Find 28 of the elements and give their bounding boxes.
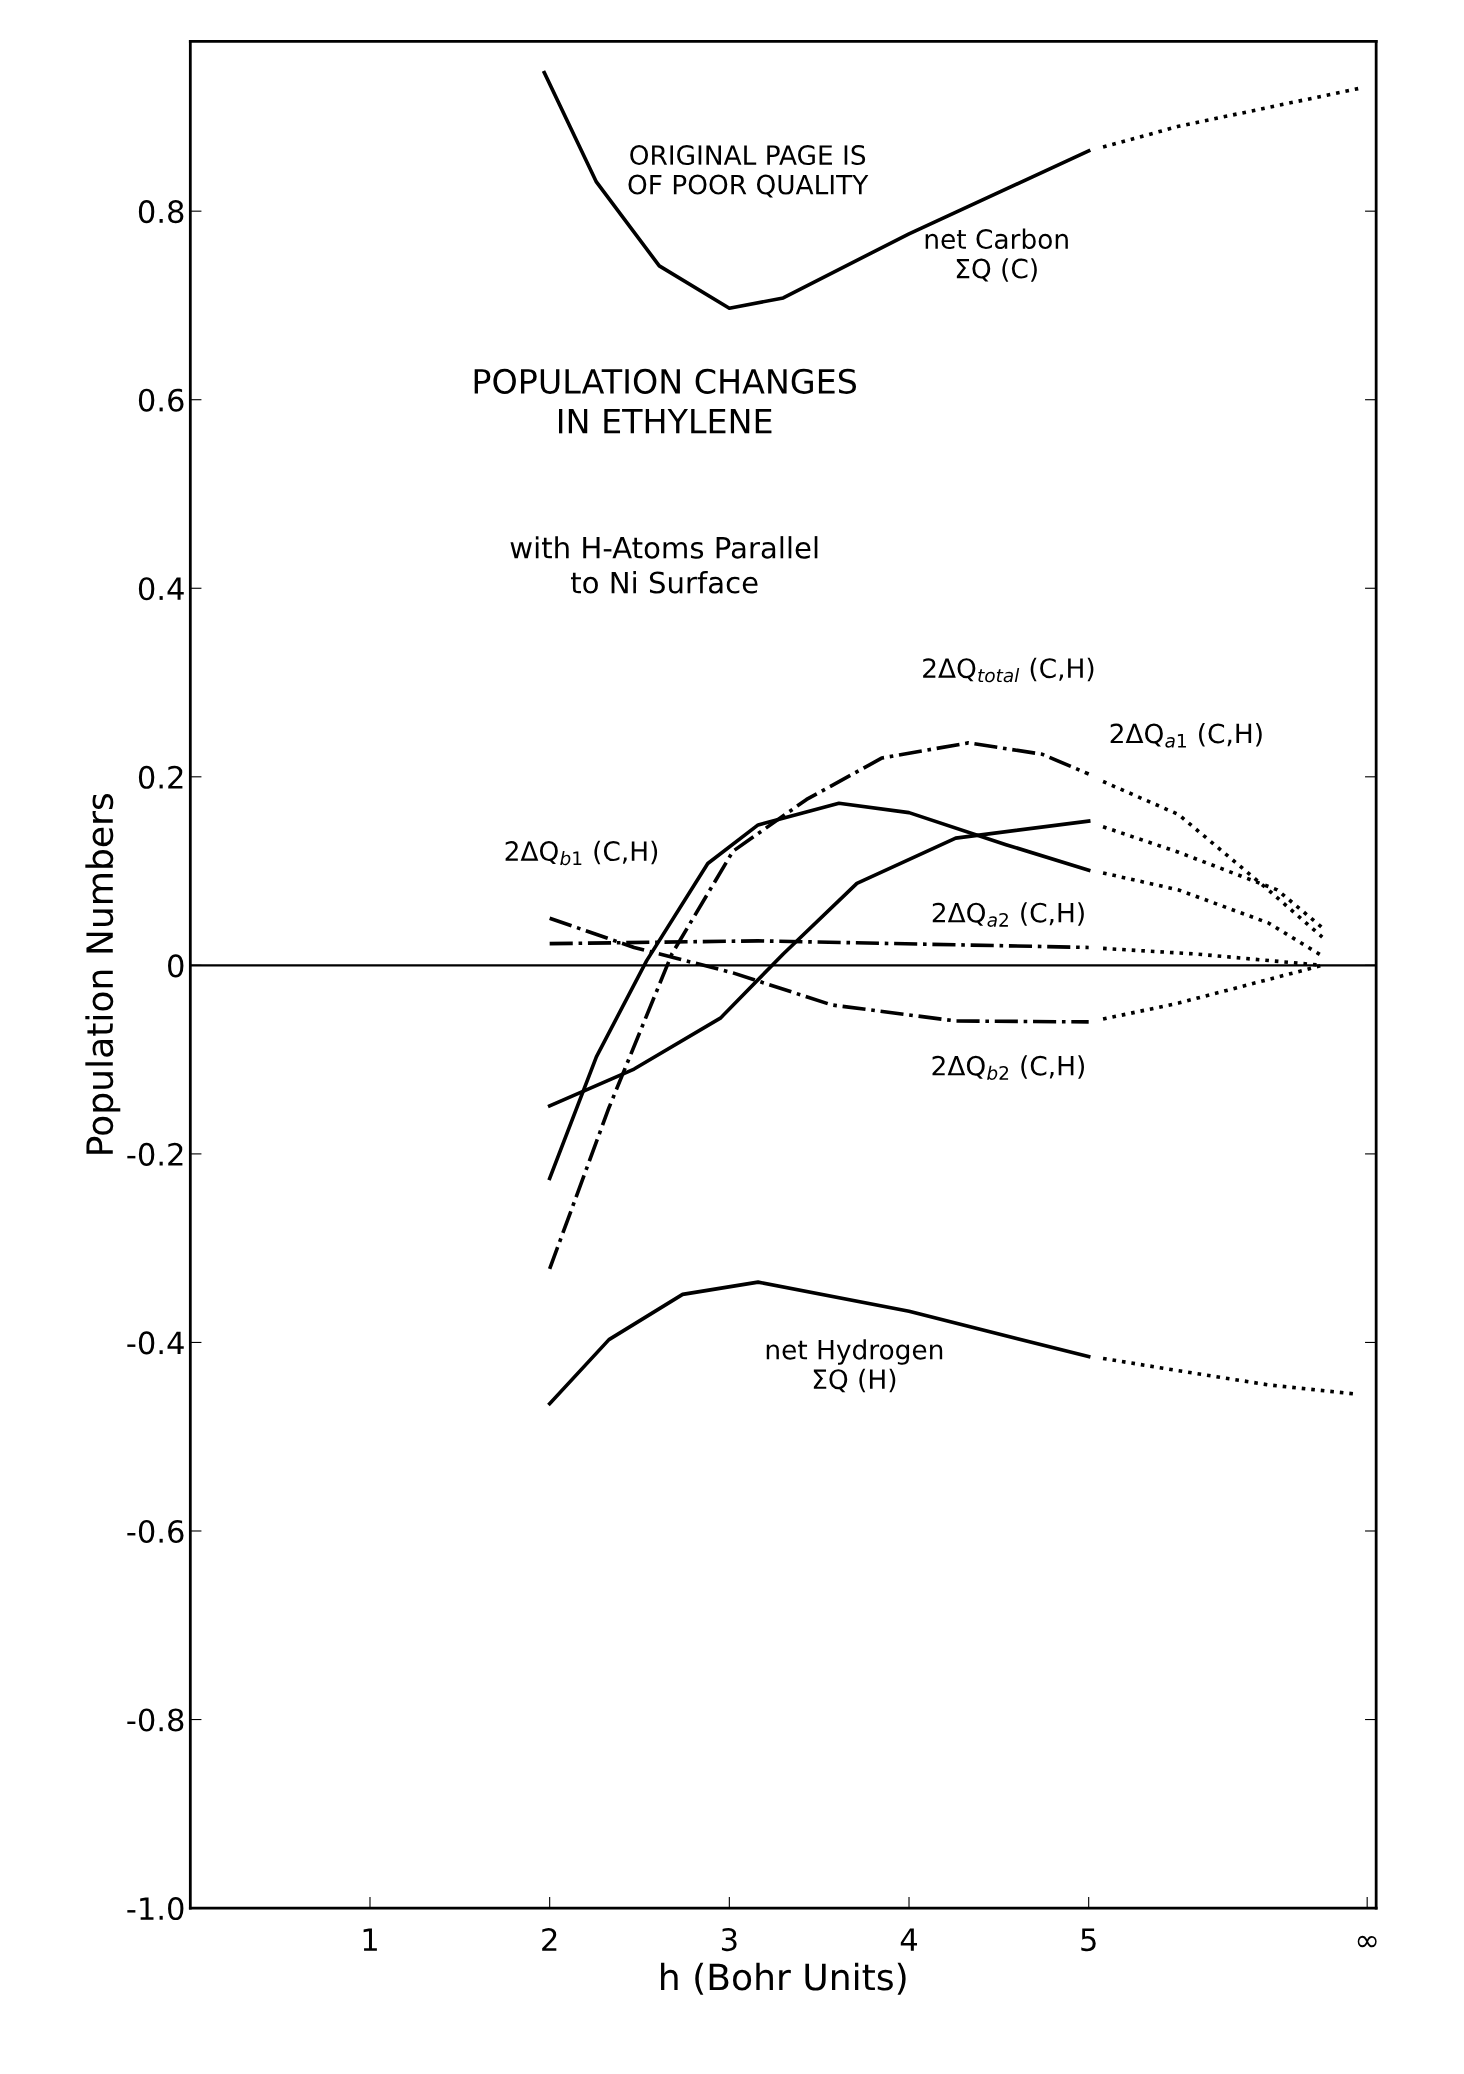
annotation: 2ΔQ$_{a1}$ (C,H) [1110, 723, 1262, 748]
annotation: 2ΔQ$_{a2}$ (C,H) [932, 902, 1084, 927]
y-tick-label: -0.4 [127, 1331, 184, 1355]
text: POPULATION CHANGES IN ETHYLENE [474, 368, 857, 434]
x-tick-label: 2 [542, 1928, 557, 1951]
y-tick-label: 0 [168, 954, 184, 978]
y-tick-label: -0.2 [127, 1142, 183, 1166]
x-tick-label: 4 [900, 1928, 918, 1951]
y-tick-label: -0.8 [127, 1708, 184, 1732]
x-tick-label: ∞ [1357, 1935, 1377, 1948]
x-axis-title: h (Bohr Units) [661, 1962, 906, 1995]
annotation: 2ΔQ$_{b2}$ (C,H) [932, 1055, 1084, 1080]
annotation: ORIGINAL PAGE IS OF POOR QUALITY [628, 145, 869, 198]
y-axis-title: Population Numbers [85, 794, 121, 1154]
y-tick-label: 0.6 [138, 388, 184, 412]
x-tick-label: 5 [1081, 1928, 1096, 1952]
y-tick-label: 0.8 [138, 200, 184, 224]
annotation: 2ΔQ$_{total}$ (C,H) [923, 657, 1094, 683]
annotation: net Carbon ΣQ (C) [925, 228, 1068, 282]
annotation: 2ΔQ$_{b1}$ (C,H) [505, 840, 658, 866]
y-tick-label: -1.0 [127, 1897, 184, 1921]
y-tick-label: 0.2 [138, 765, 183, 789]
y-tick-label: -0.6 [127, 1519, 184, 1544]
x-tick-label: 1 [363, 1928, 377, 1951]
annotation: net Hydrogen ΣQ (H) [766, 1339, 943, 1393]
y-tick-label: 0.4 [138, 577, 184, 601]
x-tick-label: 3 [721, 1928, 737, 1952]
text: with H-Atoms Parallel to Ni Surface [510, 536, 818, 594]
